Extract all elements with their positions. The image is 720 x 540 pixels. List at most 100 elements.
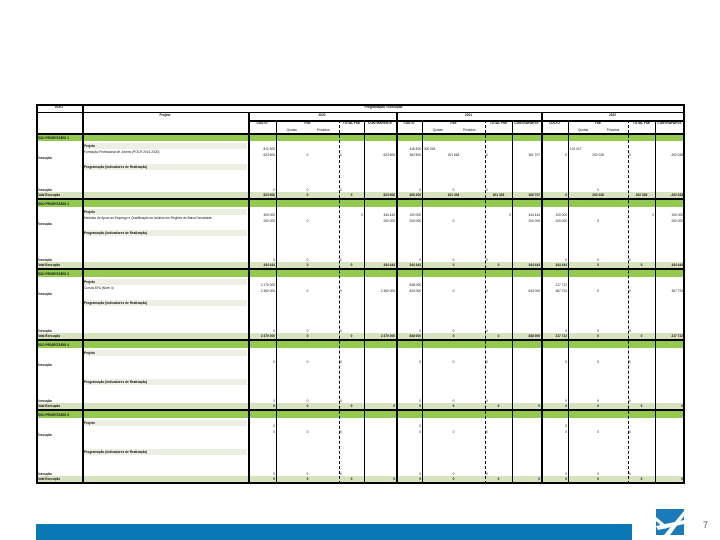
block-divider: [541, 112, 543, 484]
cell-total-exec2: 0: [629, 472, 631, 476]
col-divider: [512, 120, 513, 484]
cell-custo-exec: 0: [565, 153, 567, 157]
col-fse-quotas: Quotas: [432, 128, 443, 132]
project-label-row: [83, 279, 247, 285]
cell-fse-exec2: 0: [306, 188, 309, 192]
cell-custo-total: 408 200: [409, 193, 421, 197]
cell-contra-total: -202 028: [670, 193, 683, 197]
cell-custo-exec2: 0: [419, 472, 421, 476]
cell-contra-total: 344 444: [671, 263, 683, 267]
col-custo: CUSTO: [403, 121, 415, 125]
cell-fse-prog: 300 081: [424, 147, 436, 151]
cell-total-exec2: 0: [486, 472, 488, 476]
project-description: Medidas de Apoio ao Emprego e Qualificaç…: [84, 216, 212, 220]
cell-fse-exec: 0: [452, 289, 455, 293]
cell-total-total: 0: [497, 477, 500, 481]
cell-total-total: 0: [497, 334, 500, 338]
cell-total-total: 0: [497, 404, 500, 408]
cell-contra-total: 848 000: [528, 334, 540, 338]
subtotal-row: [36, 192, 685, 198]
cell-total-exec2: 0: [629, 258, 631, 262]
row-label-execucao: Execução: [37, 363, 52, 367]
physical-label: Programação (Indicadores de Realização): [84, 301, 148, 305]
cell-total-total: 0: [640, 263, 643, 267]
col-custo: CUSTO: [256, 121, 268, 125]
cell-contra-total: 623 600: [383, 193, 395, 197]
cell-contra-total: 344 444: [528, 263, 540, 267]
cell-custo-total: 623 600: [263, 193, 275, 197]
cell-total-total: 0: [350, 334, 353, 338]
table-border-top: [36, 104, 685, 106]
cell-total-total: 0: [350, 477, 353, 481]
col-divider: [82, 104, 84, 484]
cell-custo-prog: 0: [273, 424, 275, 428]
cell-fse-exec2: 0: [597, 258, 599, 262]
table-title: Programação / Execução: [364, 105, 403, 109]
subtotal-row: [36, 403, 685, 409]
cell-custo-exec: 0: [419, 430, 421, 434]
cell-total-total: 201 303: [492, 193, 505, 197]
cell-fse-total: 0: [597, 263, 599, 267]
cell-contra-exec: -202 028: [670, 153, 683, 157]
cell-total-exec: 0: [486, 153, 488, 157]
col-contraparte: CONTRAPARTE: [514, 121, 539, 125]
cell-fse-exec: 0: [306, 153, 309, 157]
project-description: Formação Profissional de Jovens (POCH 20…: [84, 150, 160, 154]
cell-custo-exec: 0: [565, 360, 567, 364]
col-total-fse: TOTAL FSE: [632, 121, 651, 125]
col-divider: [276, 120, 277, 484]
cell-contra-exec: 2 360 000: [380, 289, 395, 293]
cell-fse-total: 0: [597, 477, 599, 481]
col-fse: FSE: [594, 121, 602, 125]
cell-custo-exec: 200 000: [409, 219, 421, 223]
header-divider: [36, 112, 685, 113]
col-total-fse: TOTAL FSE: [489, 121, 508, 125]
section-name: EIXO PRIORITÁRIO 2: [37, 201, 70, 206]
table-border-left: [36, 104, 38, 484]
physical-label-row: [83, 300, 247, 306]
cell-custo-exec: 367 724: [555, 289, 567, 293]
cell-custo-prog: 2 170 000: [260, 283, 275, 287]
cell-fse-exec2: 0: [306, 472, 309, 476]
cell-total-exec2: 0: [486, 258, 488, 262]
cell-fse-exec: 0: [597, 219, 599, 223]
project-description: Cursos EFA (Nível 4): [84, 286, 114, 290]
cell-contra-total: 217 722: [671, 334, 683, 338]
subtotal-row: [36, 476, 685, 482]
cell-custo-total: 0: [565, 477, 567, 481]
cell-contra-total: 0: [538, 477, 540, 481]
cell-fse-exec: 0: [306, 289, 309, 293]
year-header: 2020: [318, 113, 326, 117]
cell-total-total: 0: [497, 263, 500, 267]
cell-total-total: 0: [350, 404, 353, 408]
project-label: Projeto: [84, 144, 95, 148]
col-divider-dashed: [628, 120, 629, 484]
corner-label: EIXO: [55, 105, 63, 109]
cell-total-exec: 0: [486, 430, 488, 434]
cell-custo-exec2: 0: [565, 329, 567, 333]
project-label-row: [83, 209, 247, 215]
cell-fse-exec: 0: [597, 289, 599, 293]
cell-custo-exec: 2 360 000: [260, 289, 275, 293]
cell-custo-total: 344 444: [263, 263, 275, 267]
cell-total-exec: 0: [340, 153, 342, 157]
cell-contra-prog: 344 444: [383, 213, 395, 217]
cell-total-exec2: 0: [340, 258, 342, 262]
row-label-execucao-2: Execução: [37, 472, 52, 476]
cell-custo-total: 344 444: [409, 263, 421, 267]
col-divider: [248, 112, 250, 484]
cell-custo-total: 848 000: [409, 334, 421, 338]
physical-label: Programação (Indicadores de Realização): [84, 380, 148, 384]
cell-fse-total: 0: [306, 334, 309, 338]
cell-custo-exec: 0: [273, 360, 275, 364]
section-header-bar: [36, 270, 685, 277]
row-label-execucao: Execução: [37, 433, 52, 437]
cell-custo-exec: 200 000: [263, 219, 275, 223]
cell-custo-exec2: 0: [565, 472, 567, 476]
cell-total-exec2: 0: [486, 399, 488, 403]
cell-custo-total: 217 722: [555, 334, 567, 338]
project-description: [84, 357, 244, 366]
cell-total-exec2: 0: [340, 188, 342, 192]
row-label-execucao: Execução: [37, 292, 52, 296]
section-header-bar: [36, 411, 685, 418]
